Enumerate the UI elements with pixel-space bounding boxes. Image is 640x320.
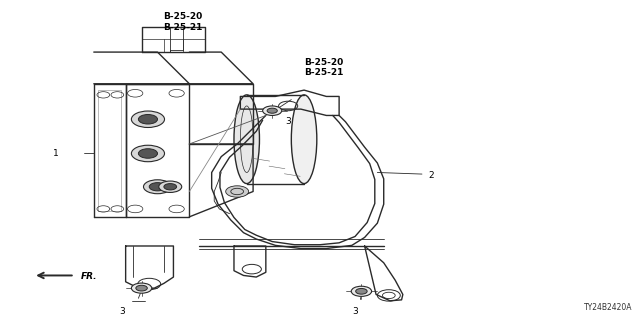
Circle shape — [136, 285, 147, 291]
Text: 3: 3 — [352, 307, 358, 316]
Text: 2: 2 — [428, 171, 434, 180]
Text: B-25-20
B-25-21: B-25-20 B-25-21 — [304, 58, 344, 77]
Circle shape — [351, 286, 372, 296]
Circle shape — [149, 183, 166, 191]
Text: FR.: FR. — [81, 272, 97, 281]
Circle shape — [164, 184, 177, 190]
Circle shape — [131, 145, 164, 162]
Circle shape — [356, 288, 367, 294]
Text: 3: 3 — [120, 307, 125, 316]
Text: 1: 1 — [53, 149, 59, 158]
Ellipse shape — [291, 95, 317, 184]
Text: B-25-20
B-25-21: B-25-20 B-25-21 — [163, 12, 203, 32]
Circle shape — [267, 108, 277, 113]
Ellipse shape — [234, 95, 259, 184]
Circle shape — [143, 180, 172, 194]
Circle shape — [262, 106, 282, 116]
Circle shape — [138, 149, 157, 158]
Text: TY24B2420A: TY24B2420A — [584, 303, 632, 312]
Text: 3: 3 — [285, 117, 291, 126]
Circle shape — [159, 181, 182, 192]
Circle shape — [226, 186, 248, 197]
Circle shape — [138, 115, 157, 124]
Circle shape — [131, 283, 152, 293]
Circle shape — [131, 111, 164, 127]
